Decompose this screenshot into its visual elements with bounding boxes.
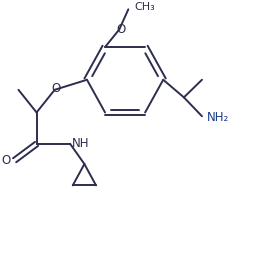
Text: O: O [2, 154, 11, 167]
Text: O: O [51, 82, 61, 95]
Text: NH₂: NH₂ [207, 111, 229, 124]
Text: O: O [116, 23, 125, 36]
Text: NH: NH [72, 137, 89, 150]
Text: CH₃: CH₃ [135, 2, 156, 12]
